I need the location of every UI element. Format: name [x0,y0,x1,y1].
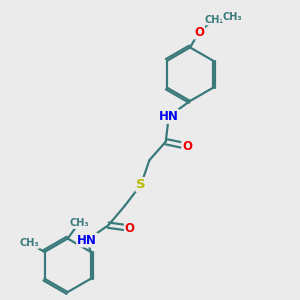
Text: CH₃: CH₃ [223,11,242,22]
Text: CH₂: CH₂ [204,14,224,25]
Text: O: O [194,26,204,38]
Text: O: O [125,222,135,235]
Text: CH₃: CH₃ [19,238,39,248]
Text: HN: HN [77,234,97,247]
Text: S: S [136,178,146,191]
Text: HN: HN [159,110,179,123]
Text: O: O [182,140,192,153]
Text: CH₃: CH₃ [69,218,89,228]
